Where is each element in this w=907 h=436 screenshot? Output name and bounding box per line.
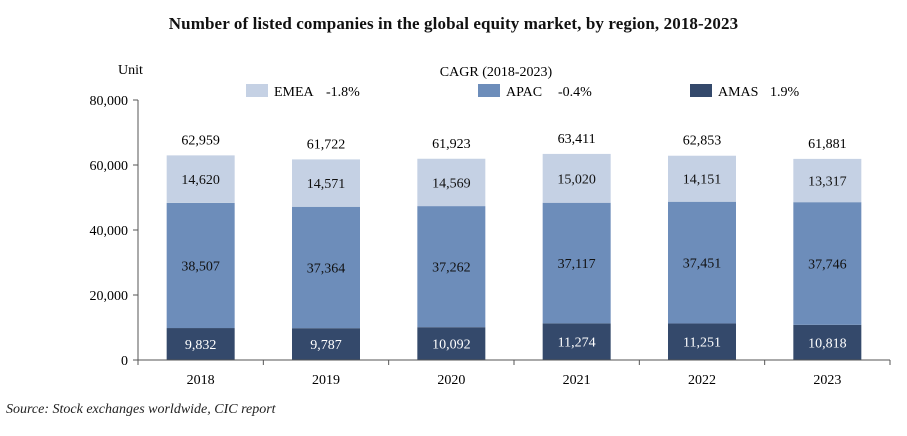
data-label-amas: 10,818 bbox=[808, 336, 847, 351]
data-label-emea: 14,569 bbox=[432, 176, 471, 191]
legend-cagr-apac: -0.4% bbox=[558, 85, 592, 100]
bar-segment-amas bbox=[668, 323, 736, 360]
y-axis: 0 20,000 40,000 60,000 80,000 bbox=[90, 94, 139, 369]
data-label-apac: 37,117 bbox=[558, 257, 596, 272]
data-label-emea: 14,151 bbox=[683, 173, 722, 188]
bar-segment-emea bbox=[668, 155, 736, 202]
data-label-apac: 37,364 bbox=[307, 261, 346, 276]
y-tick-label: 20,000 bbox=[90, 289, 129, 304]
bar-segment-amas bbox=[166, 328, 235, 360]
data-label-emea: 14,571 bbox=[307, 177, 346, 192]
bar-segment-apac bbox=[292, 206, 360, 329]
bar-segment-apac bbox=[417, 206, 486, 328]
bar-segment-amas bbox=[793, 324, 862, 360]
data-label-apac: 37,451 bbox=[683, 257, 722, 272]
x-tick-label: 2022 bbox=[688, 373, 716, 388]
x-tick-label: 2018 bbox=[187, 373, 215, 388]
x-tick-label: 2019 bbox=[312, 373, 340, 388]
bar-segment-amas bbox=[542, 323, 611, 360]
total-label: 61,722 bbox=[307, 137, 346, 152]
source-note: Source: Stock exchanges worldwide, CIC r… bbox=[6, 402, 276, 417]
legend-label-emea: EMEA bbox=[274, 85, 315, 100]
y-axis-unit-label: Unit bbox=[118, 63, 143, 78]
bar-segment-apac bbox=[793, 202, 862, 325]
y-tick-label: 0 bbox=[121, 354, 128, 369]
y-tick-label: 60,000 bbox=[90, 159, 129, 174]
data-label-apac: 38,507 bbox=[181, 259, 220, 274]
total-label: 61,881 bbox=[808, 137, 847, 152]
bar-segment-amas bbox=[292, 328, 360, 360]
legend-swatch-apac bbox=[478, 84, 500, 97]
x-tick-label: 2021 bbox=[563, 373, 591, 388]
data-label-amas: 11,251 bbox=[683, 336, 721, 351]
data-label-amas: 10,092 bbox=[432, 338, 471, 353]
legend-swatch-emea bbox=[246, 84, 268, 97]
bar-segment-emea bbox=[292, 159, 360, 207]
data-label-emea: 15,020 bbox=[557, 172, 596, 187]
legend-label-apac: APAC bbox=[506, 85, 542, 100]
total-label: 62,959 bbox=[181, 133, 220, 148]
data-label-emea: 13,317 bbox=[808, 175, 847, 190]
x-tick-label: 2020 bbox=[437, 373, 465, 388]
data-label-amas: 9,787 bbox=[310, 338, 342, 353]
total-label: 63,411 bbox=[558, 132, 596, 147]
bar-segment-amas bbox=[417, 327, 486, 360]
total-label: 61,923 bbox=[432, 137, 471, 152]
data-label-amas: 9,832 bbox=[185, 338, 217, 353]
legend-title: CAGR (2018-2023) bbox=[440, 65, 553, 80]
bar-segment-apac bbox=[166, 202, 235, 329]
data-label-amas: 11,274 bbox=[558, 336, 596, 351]
bar-segment-apac bbox=[542, 202, 611, 324]
bar-segment-emea bbox=[793, 158, 862, 203]
legend-label-amas: AMAS bbox=[718, 85, 758, 100]
data-label-emea: 14,620 bbox=[181, 173, 220, 188]
x-axis: 2018 2019 2020 2021 2022 2023 bbox=[137, 359, 891, 388]
y-tick-label: 40,000 bbox=[90, 224, 129, 239]
bars: 9,832 38,507 14,620 62,959 9,787 37,364 14,571… bbox=[166, 132, 862, 360]
data-label-apac: 37,746 bbox=[808, 258, 847, 273]
legend: EMEA -1.8% APAC -0.4% AMAS 1.9% bbox=[246, 84, 800, 100]
total-label: 62,853 bbox=[683, 134, 722, 149]
x-tick-label: 2023 bbox=[813, 373, 841, 388]
bar-segment-emea bbox=[542, 153, 611, 203]
bar-segment-emea bbox=[417, 158, 486, 207]
chart-title: Number of listed companies in the global… bbox=[168, 14, 739, 33]
y-tick-label: 80,000 bbox=[90, 94, 129, 109]
bar-segment-emea bbox=[166, 155, 235, 203]
legend-cagr-emea: -1.8% bbox=[326, 85, 360, 100]
legend-cagr-amas: 1.9% bbox=[770, 85, 800, 100]
bar-segment-apac bbox=[668, 201, 736, 324]
data-label-apac: 37,262 bbox=[432, 261, 471, 276]
legend-swatch-amas bbox=[690, 84, 712, 97]
